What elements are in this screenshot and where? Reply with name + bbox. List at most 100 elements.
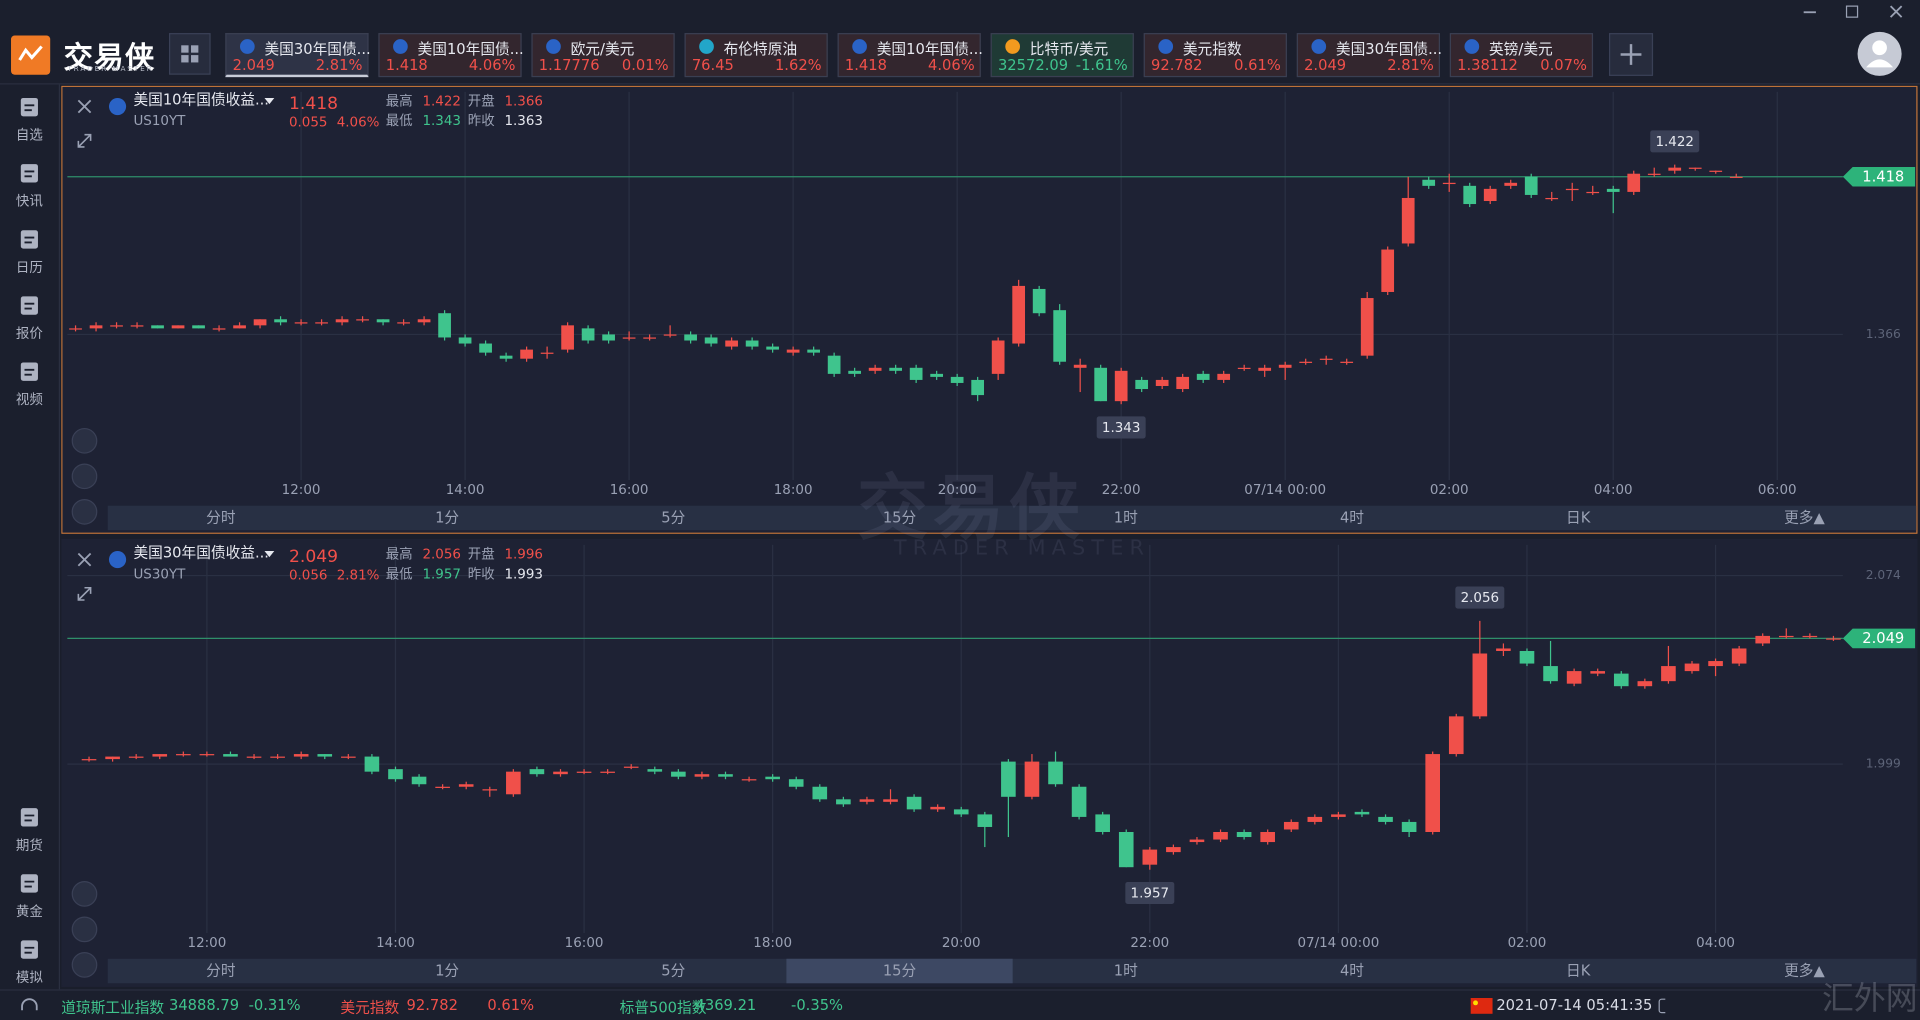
expand-chart-button[interactable] [77,586,92,601]
last-price-tag [1842,628,1916,649]
candle-body [788,779,804,787]
timeframe-button[interactable]: 4时 [1340,963,1364,980]
timeframe-button[interactable]: 分时 [206,510,236,527]
sidebar-item[interactable]: 视频 [0,359,59,415]
sidebar-item[interactable]: 期货 [0,804,59,860]
quote-tab[interactable]: 美国30年国债... 2.049 2.81% [225,33,371,78]
quote-tab[interactable]: 布伦特原油 76.45 1.62% [684,33,828,78]
expand-chart-button[interactable] [77,133,92,148]
candle-body [540,352,554,354]
timeframe-button[interactable]: 分时 [206,963,236,980]
candle-body [1381,249,1395,292]
timeframe-button[interactable]: 1分 [435,510,459,527]
candle-body [953,809,969,815]
candle-body [274,319,287,323]
sidebar-item[interactable]: 自选 [0,94,59,150]
chart-tool-button[interactable] [71,463,98,490]
extreme-label-box [1125,881,1175,904]
timeframe-button[interactable]: 15分 [883,963,917,980]
candle-body [1448,716,1464,755]
sidebar-item[interactable]: 日历 [0,227,59,283]
sidebar-icon-detail [24,946,35,954]
x-tick-label: 14:00 [446,483,485,498]
candle-body [1566,671,1582,684]
quote-tab[interactable]: 美元指数 92.782 0.61% [1143,33,1287,78]
candle-body [1709,170,1723,172]
add-icon [1620,44,1642,65]
quote-tab[interactable]: 美国10年国债... 1.418 4.06% [378,33,524,78]
close-chart-button[interactable] [77,552,92,567]
sidebar-item[interactable]: 模拟 [0,937,59,993]
last-price-label: 2.049 [1862,630,1904,647]
candle-body [1826,638,1841,640]
candle-body [317,754,333,757]
symbol-dropdown[interactable] [264,551,275,558]
avatar-head [1872,40,1887,56]
candle-body [950,376,964,383]
layout-button[interactable] [168,33,211,75]
avatar[interactable] [1855,29,1904,78]
tab-icon-dot [1005,39,1020,54]
candle-body [223,754,238,757]
quote-tab[interactable]: 美国30年国债... 2.049 2.81% [1296,33,1442,78]
close[interactable] [1889,5,1903,18]
sidebar: 自选快讯日历报价视频期货黄金模拟 [0,84,60,990]
candle-body [561,325,574,350]
candle-body [212,328,226,330]
candle-body [176,754,191,756]
sidebar-item[interactable]: 黄金 [0,871,59,927]
candle-body [704,337,718,344]
x-tick-label: 18:00 [774,483,813,498]
timeframe-button[interactable]: 4时 [1340,510,1364,527]
quote-tab[interactable]: 英镑/美元 1.38112 0.07% [1449,33,1594,78]
candle-body [1283,821,1299,830]
header-change-pct: 2.81% [337,569,380,584]
timeframe-button[interactable]: 日K [1566,510,1591,527]
candle-body [105,756,120,760]
add-tab-button[interactable] [1608,33,1654,76]
status-icon[interactable] [1658,998,1666,1014]
tab-price: 1.418 [844,56,887,74]
quote-tab[interactable]: 欧元/美元 1.17776 0.01% [531,33,675,78]
ticker-name: 标普500指数 [619,999,707,1017]
candle-body [991,340,1005,374]
timeframe-button[interactable]: 1分 [435,963,459,980]
chart-tool-button[interactable] [71,916,98,943]
quote-tab[interactable]: 美国10年国债... 1.418 4.06% [837,33,983,78]
sidebar-icon-detail [24,368,35,376]
stat-value: 1.363 [504,114,543,129]
tab-icon [1005,39,1020,54]
candle-body [199,754,215,756]
tab-icon-dot [699,39,714,54]
chart-tool-button[interactable] [71,498,98,525]
timeframe-button[interactable]: 更多▲ [1784,510,1825,527]
candle-body [1613,673,1629,687]
timeframe-button[interactable]: 5分 [661,510,685,527]
quote-tab[interactable]: 比特币/美元 32572.09 -1.61% [990,33,1134,78]
sidebar-item[interactable]: 报价 [0,293,59,349]
layout-cell [181,45,189,53]
timeframe-button[interactable]: 更多▲ [1784,963,1825,980]
timeframe-button[interactable]: 15分 [883,510,917,527]
symbol-name: 美国10年国债收益... [133,91,269,108]
ticker-change: -0.31% [248,996,301,1014]
candle-body [1048,761,1063,785]
chart-tool-button[interactable] [71,881,98,907]
timeframe-button[interactable]: 1时 [1114,963,1138,980]
candle-body [1668,167,1682,171]
ticker-price: 92.782 [406,996,458,1014]
sidebar-item[interactable]: 快讯 [0,160,59,216]
candle-body [786,349,800,353]
y-tick-label: 1.999 [1866,757,1901,771]
maximize[interactable] [1845,5,1859,18]
close-chart-button[interactable] [77,99,92,114]
timeframe-button[interactable]: 1时 [1114,510,1138,527]
timeframe-button[interactable]: 5分 [661,963,685,980]
support-icon[interactable] [17,994,41,1018]
symbol-dropdown[interactable] [264,97,275,105]
candle-body [192,325,205,329]
timeframe-button[interactable]: 日K [1566,963,1591,980]
chart-tool-button[interactable] [71,427,98,454]
chart-tool-button[interactable] [71,952,98,978]
symbol-icon [108,97,127,116]
